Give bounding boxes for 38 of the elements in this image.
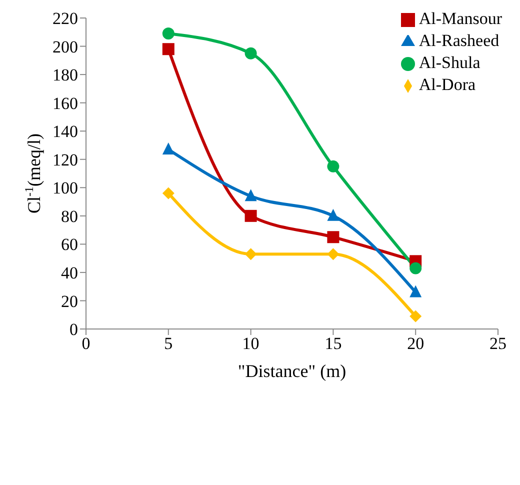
point	[162, 142, 174, 154]
point	[327, 231, 340, 244]
legend-label: Al-Shula	[418, 53, 480, 72]
y-tick-label: 80	[61, 206, 78, 226]
x-axis-title: "Distance" (m)	[238, 361, 346, 381]
point	[327, 160, 340, 172]
point	[244, 47, 257, 60]
x-tick-label: 5	[164, 334, 173, 354]
x-tick-label: 15	[324, 334, 342, 354]
point	[410, 310, 422, 322]
point	[327, 248, 340, 260]
x-tick-label: 20	[407, 334, 424, 354]
point	[327, 208, 340, 221]
y-tick-label: 100	[52, 178, 78, 198]
y-tick-label: 40	[61, 263, 78, 282]
y-tick-label: 60	[61, 235, 78, 254]
point	[410, 285, 422, 298]
legend-label: Al-Mansour	[418, 9, 502, 28]
point	[244, 189, 257, 202]
point	[410, 262, 422, 274]
y-tick-label: 120	[52, 150, 78, 170]
point	[162, 43, 174, 56]
y-tick-label: 160	[52, 94, 78, 113]
x-tick-label: 0	[82, 334, 90, 354]
y-tick-label: 0	[70, 320, 78, 340]
legend-label: Al-Dora	[418, 75, 476, 94]
y-tick-label: 180	[52, 66, 78, 85]
x-tick-label: 25	[490, 334, 506, 354]
point	[244, 248, 257, 260]
point	[162, 28, 174, 40]
y-tick-label: 20	[61, 292, 78, 311]
y-tick-label: 200	[52, 37, 78, 56]
x-tick-label: 10	[242, 334, 260, 354]
legend-label: Al-Rasheed	[418, 31, 500, 50]
y-tick-label: 220	[52, 9, 78, 28]
point	[162, 187, 174, 200]
point	[244, 210, 257, 222]
y-tick-label: 140	[52, 122, 78, 142]
